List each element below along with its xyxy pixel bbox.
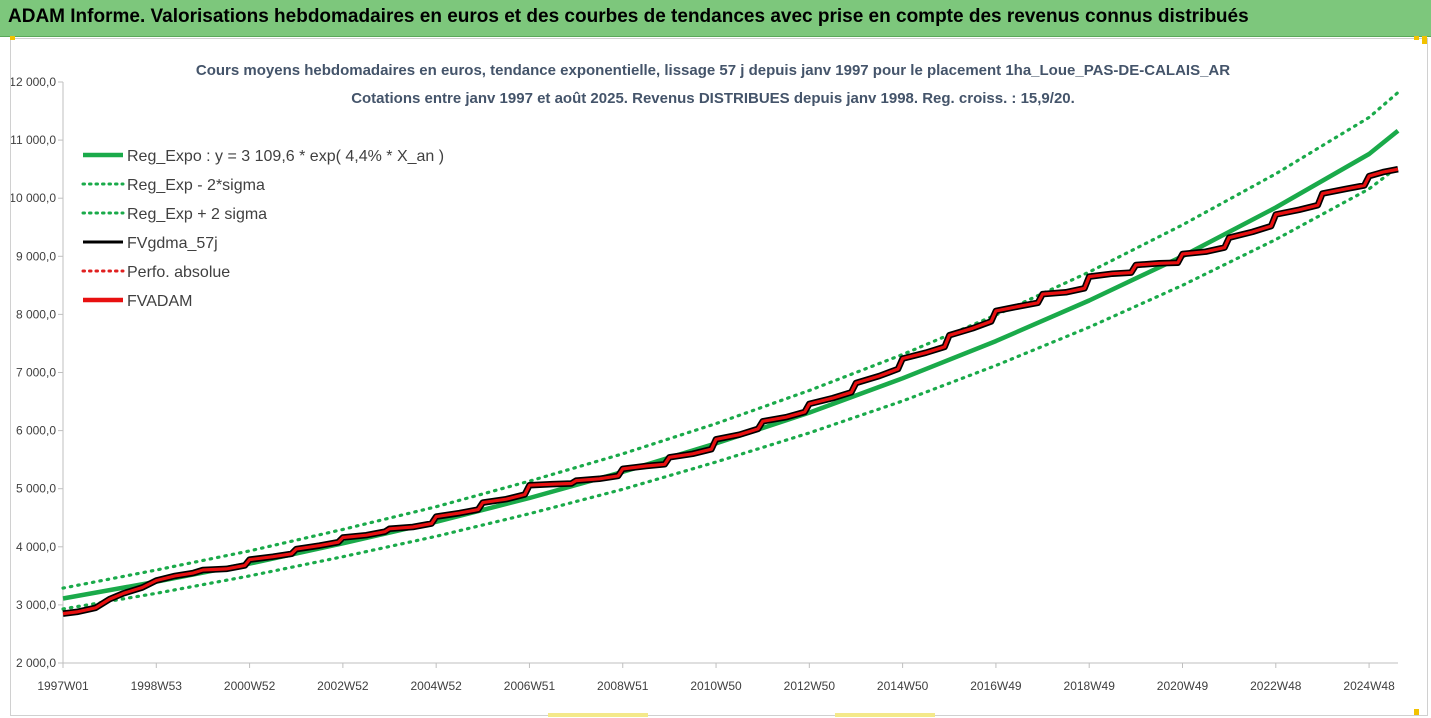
y-tick-label: 4 000,0 [16, 540, 56, 554]
y-tick-label: 2 000,0 [16, 656, 56, 670]
chart-title-line-2: Cotations entre janv 1997 et août 2025. … [351, 90, 1075, 107]
corner-marker-top-left [10, 36, 15, 40]
x-tick-label: 2010W50 [690, 679, 742, 693]
x-tick-label: 2006W51 [504, 679, 556, 693]
series-reg-exp-plus-2sigma [61, 90, 1400, 590]
x-tick-label: 2008W51 [597, 679, 649, 693]
legend-label: FVADAM [127, 293, 192, 310]
legend-label: Reg_Exp - 2*sigma [127, 177, 265, 194]
series-fvadam [62, 167, 1399, 616]
chart-legend: Reg_Expo : y = 3 109,6 * exp( 4,4% * X_a… [81, 148, 444, 310]
page-title: ADAM Informe. Valorisations hebdomadaire… [8, 6, 1249, 27]
y-tick-label: 8 000,0 [16, 307, 56, 321]
x-tick-label: 2022W48 [1250, 679, 1302, 693]
chart-axes: 2 000,0 3 000,0 4 000,0 5 000,0 6 000,0 7 000… [11, 75, 1398, 693]
legend-label: FVgdma_57j [127, 235, 218, 252]
x-tick-label: 2018W49 [1064, 679, 1116, 693]
y-tick-label: 9 000,0 [16, 249, 56, 263]
chart-series-layer [61, 90, 1400, 617]
chart-title-line-1: Cours moyens hebdomadaires en euros, ten… [196, 62, 1230, 79]
x-tick-label: 2016W49 [970, 679, 1022, 693]
x-tick-label: 1997W01 [37, 679, 89, 693]
corner-marker-bottom-mid-left [548, 713, 648, 717]
x-tick-label: 2020W49 [1157, 679, 1209, 693]
y-tick-label: 10 000,0 [11, 191, 56, 205]
y-tick-label: 6 000,0 [16, 424, 56, 438]
x-tick-label: 2000W52 [224, 679, 276, 693]
series-reg-expo [62, 129, 1400, 601]
y-tick-label: 12 000,0 [11, 75, 56, 89]
legend-label: Reg_Expo : y = 3 109,6 * exp( 4,4% * X_a… [127, 148, 444, 165]
x-tick-label: 2024W48 [1343, 679, 1395, 693]
y-tick-label: 3 000,0 [16, 598, 56, 612]
y-tick-label: 7 000,0 [16, 366, 56, 380]
corner-marker-top-right [1414, 36, 1419, 40]
header-bar: ADAM Informe. Valorisations hebdomadaire… [0, 0, 1431, 37]
x-tick-label: 2014W50 [877, 679, 929, 693]
series-reg-exp-minus-2sigma [61, 165, 1400, 611]
legend-label: Reg_Exp + 2 sigma [127, 206, 267, 223]
chart: Cours moyens hebdomadaires en euros, ten… [11, 62, 1400, 693]
chart-frame: Cours moyens hebdomadaires en euros, ten… [10, 38, 1428, 716]
legend-label: Perfo. absolue [127, 264, 230, 281]
x-tick-label: 1998W53 [131, 679, 183, 693]
chart-title-group: Cours moyens hebdomadaires en euros, ten… [196, 62, 1230, 107]
y-tick-label: 11 000,0 [11, 133, 56, 147]
y-tick-label: 5 000,0 [16, 482, 56, 496]
x-tick-label: 2012W50 [784, 679, 836, 693]
corner-marker-bottom-right [1414, 709, 1419, 715]
corner-marker-bottom-mid-right [835, 713, 935, 717]
corner-marker-right-edge [1422, 36, 1427, 44]
x-tick-label: 2004W52 [410, 679, 462, 693]
x-tick-label: 2002W52 [317, 679, 369, 693]
